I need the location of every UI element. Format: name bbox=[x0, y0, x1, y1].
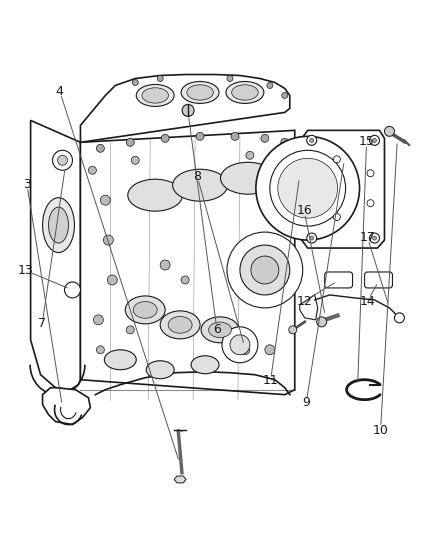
Ellipse shape bbox=[146, 361, 174, 379]
Circle shape bbox=[372, 139, 377, 142]
Circle shape bbox=[256, 136, 360, 240]
Circle shape bbox=[107, 275, 117, 285]
Circle shape bbox=[281, 161, 289, 169]
Circle shape bbox=[160, 260, 170, 270]
Polygon shape bbox=[42, 387, 90, 425]
Text: 9: 9 bbox=[302, 395, 310, 409]
Circle shape bbox=[161, 134, 169, 142]
Circle shape bbox=[181, 276, 189, 284]
Circle shape bbox=[261, 134, 269, 142]
Text: 8: 8 bbox=[193, 169, 201, 183]
Circle shape bbox=[281, 139, 289, 147]
Circle shape bbox=[307, 233, 317, 243]
Ellipse shape bbox=[232, 85, 258, 100]
Ellipse shape bbox=[187, 85, 213, 100]
Circle shape bbox=[289, 326, 297, 334]
Ellipse shape bbox=[128, 179, 183, 211]
Circle shape bbox=[265, 345, 275, 355]
Circle shape bbox=[240, 245, 290, 295]
Circle shape bbox=[395, 313, 404, 323]
Circle shape bbox=[100, 195, 110, 205]
Circle shape bbox=[227, 232, 303, 308]
Circle shape bbox=[222, 327, 258, 363]
Circle shape bbox=[157, 76, 163, 82]
Ellipse shape bbox=[125, 296, 165, 324]
Text: 4: 4 bbox=[56, 85, 64, 98]
Circle shape bbox=[251, 256, 279, 284]
FancyBboxPatch shape bbox=[364, 272, 392, 288]
Polygon shape bbox=[174, 476, 186, 483]
Circle shape bbox=[96, 346, 104, 354]
Ellipse shape bbox=[220, 162, 276, 194]
Text: 10: 10 bbox=[373, 424, 389, 437]
Text: 14: 14 bbox=[360, 295, 375, 308]
Text: 7: 7 bbox=[38, 318, 46, 330]
Ellipse shape bbox=[104, 350, 136, 370]
Polygon shape bbox=[302, 131, 385, 248]
Ellipse shape bbox=[133, 302, 157, 318]
Circle shape bbox=[53, 150, 72, 170]
Circle shape bbox=[126, 139, 134, 147]
Ellipse shape bbox=[208, 322, 231, 337]
Circle shape bbox=[88, 166, 96, 174]
Circle shape bbox=[370, 135, 379, 146]
Circle shape bbox=[131, 156, 139, 164]
Circle shape bbox=[126, 326, 134, 334]
FancyBboxPatch shape bbox=[325, 272, 353, 288]
Circle shape bbox=[64, 282, 81, 298]
Text: 11: 11 bbox=[263, 374, 279, 387]
Circle shape bbox=[93, 315, 103, 325]
Circle shape bbox=[310, 236, 314, 240]
Ellipse shape bbox=[142, 88, 169, 103]
Circle shape bbox=[96, 144, 104, 152]
Circle shape bbox=[231, 132, 239, 140]
Circle shape bbox=[310, 139, 314, 142]
Circle shape bbox=[370, 233, 379, 243]
Polygon shape bbox=[300, 295, 318, 320]
Circle shape bbox=[278, 158, 338, 218]
Circle shape bbox=[196, 132, 204, 140]
Circle shape bbox=[372, 236, 377, 240]
Circle shape bbox=[267, 83, 273, 88]
Ellipse shape bbox=[201, 317, 239, 343]
Text: 17: 17 bbox=[360, 231, 375, 244]
Circle shape bbox=[227, 76, 233, 82]
Text: 12: 12 bbox=[296, 295, 312, 308]
Circle shape bbox=[270, 150, 346, 226]
Circle shape bbox=[317, 317, 327, 327]
Ellipse shape bbox=[42, 198, 74, 253]
Ellipse shape bbox=[191, 356, 219, 374]
Text: 3: 3 bbox=[23, 177, 31, 191]
Circle shape bbox=[282, 92, 288, 99]
Ellipse shape bbox=[168, 317, 192, 333]
Ellipse shape bbox=[226, 82, 264, 103]
Text: 13: 13 bbox=[18, 264, 34, 277]
Circle shape bbox=[333, 214, 340, 221]
Polygon shape bbox=[81, 131, 295, 394]
Ellipse shape bbox=[136, 84, 174, 107]
Circle shape bbox=[240, 345, 250, 355]
Ellipse shape bbox=[181, 82, 219, 103]
Text: 15: 15 bbox=[359, 135, 374, 148]
Polygon shape bbox=[81, 75, 290, 142]
Circle shape bbox=[333, 156, 340, 163]
Text: 6: 6 bbox=[213, 322, 221, 336]
Circle shape bbox=[385, 126, 395, 136]
Ellipse shape bbox=[160, 311, 200, 339]
Text: 16: 16 bbox=[296, 204, 312, 217]
Circle shape bbox=[367, 169, 374, 177]
Circle shape bbox=[367, 200, 374, 207]
Circle shape bbox=[103, 235, 113, 245]
Circle shape bbox=[132, 79, 138, 85]
Circle shape bbox=[307, 135, 317, 146]
Circle shape bbox=[230, 335, 250, 355]
Polygon shape bbox=[31, 120, 81, 390]
Circle shape bbox=[57, 155, 67, 165]
Ellipse shape bbox=[49, 207, 68, 243]
Circle shape bbox=[246, 151, 254, 159]
Circle shape bbox=[311, 185, 318, 192]
Circle shape bbox=[182, 104, 194, 116]
Ellipse shape bbox=[173, 169, 227, 201]
